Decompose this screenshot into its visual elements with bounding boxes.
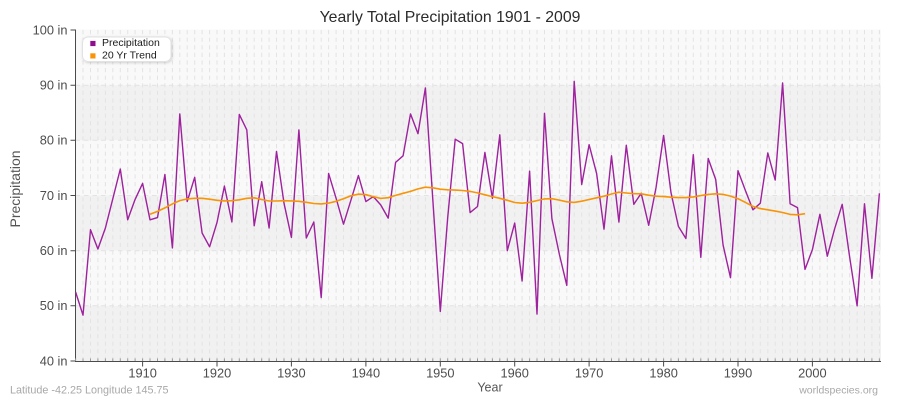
svg-text:2000: 2000	[798, 366, 826, 381]
svg-text:70 in: 70 in	[40, 188, 68, 203]
svg-text:40 in: 40 in	[40, 353, 68, 368]
svg-text:50 in: 50 in	[40, 298, 68, 313]
svg-text:1970: 1970	[575, 366, 603, 381]
svg-text:80 in: 80 in	[40, 133, 68, 148]
svg-text:90 in: 90 in	[40, 78, 68, 93]
svg-text:Precipitation: Precipitation	[7, 150, 23, 227]
svg-text:1930: 1930	[277, 366, 305, 381]
svg-text:Precipitation: Precipitation	[102, 37, 160, 49]
svg-text:1950: 1950	[426, 366, 454, 381]
svg-text:worldspecies.org: worldspecies.org	[798, 385, 878, 397]
svg-text:100 in: 100 in	[33, 22, 68, 37]
svg-text:60 in: 60 in	[40, 243, 68, 258]
svg-text:1910: 1910	[128, 366, 156, 381]
svg-text:Latitude -42.25 Longitude 145.: Latitude -42.25 Longitude 145.75	[10, 385, 169, 397]
svg-text:1990: 1990	[724, 366, 752, 381]
svg-text:20 Yr Trend: 20 Yr Trend	[102, 50, 157, 62]
svg-text:1960: 1960	[500, 366, 528, 381]
svg-text:Yearly Total Precipitation 190: Yearly Total Precipitation 1901 - 2009	[320, 9, 581, 26]
svg-text:1920: 1920	[203, 366, 231, 381]
svg-text:1980: 1980	[649, 366, 677, 381]
svg-text:Year: Year	[477, 381, 502, 395]
svg-text:1940: 1940	[352, 366, 380, 381]
